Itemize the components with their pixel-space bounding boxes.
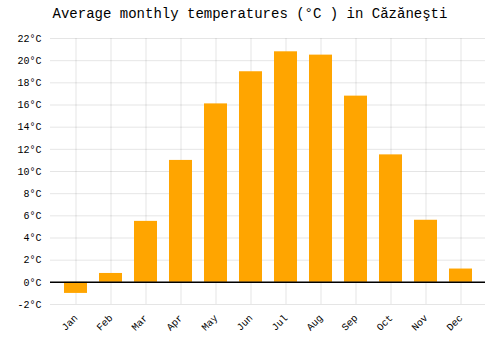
svg-text:Jul: Jul [270, 313, 291, 334]
svg-text:2°C: 2°C [23, 255, 41, 266]
svg-text:16°C: 16°C [17, 100, 41, 111]
html-text:Average monthly temperatures (: Average monthly temperatures (°C ) in Că… [52, 6, 448, 22]
svg-text:4°C: 4°C [23, 233, 41, 244]
svg-text:18°C: 18°C [17, 78, 41, 89]
svg-text:Jan: Jan [60, 313, 81, 334]
svg-text:14°C: 14°C [17, 122, 41, 133]
svg-text:6°C: 6°C [23, 211, 41, 222]
svg-text:Nov: Nov [410, 313, 431, 334]
svg-text:20°C: 20°C [17, 56, 41, 67]
svg-text:22°C: 22°C [17, 34, 41, 45]
svg-text:8°C: 8°C [23, 189, 41, 200]
svg-text:Jun: Jun [235, 313, 256, 334]
svg-text:0°C: 0°C [23, 278, 41, 289]
svg-text:Mar: Mar [130, 313, 151, 334]
svg-text:Oct: Oct [375, 313, 396, 334]
svg-text:12°C: 12°C [17, 145, 41, 156]
svg-text:Apr: Apr [165, 313, 186, 334]
svg-text:-2°C: -2°C [17, 300, 41, 311]
svg-text:Dec: Dec [445, 313, 466, 334]
svg-text:Sep: Sep [340, 313, 361, 334]
svg-text:Feb: Feb [95, 313, 116, 334]
svg-text:10°C: 10°C [17, 167, 41, 178]
svg-text:Aug: Aug [305, 313, 326, 334]
svg-text:May: May [200, 313, 221, 334]
